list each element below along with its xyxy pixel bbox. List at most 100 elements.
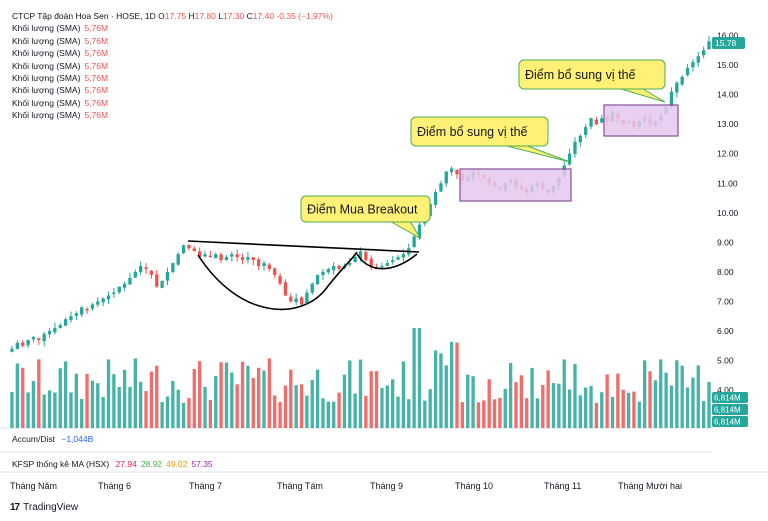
candle[interactable] (353, 257, 357, 262)
volume-bar[interactable] (584, 387, 588, 428)
volume-bar[interactable] (337, 392, 341, 428)
volume-bar[interactable] (58, 368, 62, 428)
candle[interactable] (594, 119, 599, 125)
volume-bar[interactable] (283, 385, 288, 428)
volume-bar[interactable] (251, 378, 255, 428)
volume-bar[interactable] (74, 373, 79, 428)
candle[interactable] (326, 268, 330, 273)
volume-bar[interactable] (176, 389, 180, 428)
indicator-row[interactable]: Khối lượng (SMA) 5,76M (12, 35, 109, 46)
candle[interactable] (685, 67, 690, 76)
volume-bar[interactable] (519, 375, 524, 428)
callout-box[interactable] (518, 59, 666, 90)
volume-bar[interactable] (37, 359, 41, 428)
volume-bar[interactable] (278, 402, 282, 428)
candle[interactable] (53, 328, 57, 333)
consolidation-box[interactable] (459, 168, 572, 202)
volume-bar[interactable] (181, 402, 186, 428)
volume-bar[interactable] (589, 385, 593, 428)
volume-bar[interactable] (503, 388, 507, 428)
volume-bar[interactable] (326, 401, 330, 428)
volume-bar[interactable] (160, 402, 164, 428)
candle[interactable] (80, 307, 84, 315)
candle[interactable] (58, 325, 62, 328)
volume-bar[interactable] (439, 353, 443, 428)
volume-bar[interactable] (171, 381, 175, 428)
candle[interactable] (128, 277, 132, 285)
candle[interactable] (358, 251, 363, 259)
candle[interactable] (203, 254, 207, 257)
callout-box[interactable] (410, 116, 549, 147)
callout-box[interactable] (300, 195, 431, 223)
volume-bar[interactable] (380, 387, 384, 428)
candle[interactable] (396, 257, 400, 260)
volume-bar[interactable] (267, 358, 272, 428)
volume-bar[interactable] (47, 390, 52, 428)
volume-bar[interactable] (385, 385, 389, 428)
volume-bar[interactable] (53, 392, 57, 428)
volume-bar[interactable] (466, 374, 470, 428)
candle[interactable] (573, 141, 577, 155)
consolidation-box[interactable] (603, 104, 679, 137)
candle[interactable] (412, 236, 416, 247)
volume-bar[interactable] (332, 401, 336, 428)
volume-bar[interactable] (600, 392, 604, 428)
volume-bar[interactable] (701, 401, 706, 428)
candle[interactable] (417, 224, 422, 239)
kfsp-label[interactable]: KFSP thống kê MA (HSX) 27.94 28.92 49.02 57… (12, 459, 213, 469)
handle-curve[interactable] (356, 253, 418, 270)
volume-bar[interactable] (289, 369, 293, 428)
candle[interactable] (701, 50, 706, 56)
candle[interactable] (348, 263, 352, 265)
candle[interactable] (246, 257, 250, 260)
candle[interactable] (214, 254, 218, 259)
volume-bar[interactable] (144, 391, 148, 428)
volume-bar[interactable] (476, 402, 481, 428)
volume-bar[interactable] (417, 328, 422, 428)
candle[interactable] (283, 282, 288, 296)
volume-bar[interactable] (525, 398, 529, 428)
volume-bar[interactable] (401, 361, 406, 428)
candle[interactable] (224, 257, 229, 260)
volume-bar[interactable] (664, 372, 668, 428)
volume-bar[interactable] (299, 384, 304, 428)
candle[interactable] (197, 251, 202, 258)
candle[interactable] (680, 76, 684, 85)
candle[interactable] (165, 271, 170, 281)
candle[interactable] (112, 292, 116, 295)
candle[interactable] (439, 183, 443, 192)
volume-bar[interactable] (256, 367, 261, 428)
volume-bar[interactable] (165, 396, 170, 428)
volume-bar[interactable] (230, 372, 234, 428)
candle[interactable] (240, 257, 245, 261)
volume-bar[interactable] (696, 365, 700, 428)
volume-bar[interactable] (208, 399, 213, 428)
volume-bar[interactable] (487, 379, 491, 428)
candle[interactable] (337, 265, 341, 269)
volume-bar[interactable] (482, 400, 486, 428)
volume-bar[interactable] (530, 367, 534, 428)
volume-bar[interactable] (605, 374, 609, 428)
volume-bar[interactable] (637, 401, 641, 428)
volume-bar[interactable] (444, 365, 448, 428)
volume-bar[interactable] (26, 392, 30, 428)
volume-bar[interactable] (31, 381, 36, 428)
candle[interactable] (294, 298, 298, 303)
candle[interactable] (584, 127, 588, 135)
candle[interactable] (385, 263, 389, 266)
volume-bar[interactable] (669, 385, 674, 428)
volume-bar[interactable] (498, 397, 502, 428)
candle[interactable] (433, 192, 438, 205)
candle[interactable] (96, 301, 100, 305)
volume-bar[interactable] (192, 368, 196, 428)
volume-bar[interactable] (707, 381, 711, 428)
candle[interactable] (321, 271, 325, 276)
volume-bar[interactable] (310, 380, 314, 428)
volume-bar[interactable] (21, 367, 25, 428)
volume-bar[interactable] (321, 398, 325, 428)
volume-bar[interactable] (412, 328, 416, 428)
candle[interactable] (332, 266, 336, 271)
candle[interactable] (235, 254, 239, 258)
volume-bar[interactable] (675, 360, 679, 428)
volume-bar[interactable] (449, 341, 454, 428)
